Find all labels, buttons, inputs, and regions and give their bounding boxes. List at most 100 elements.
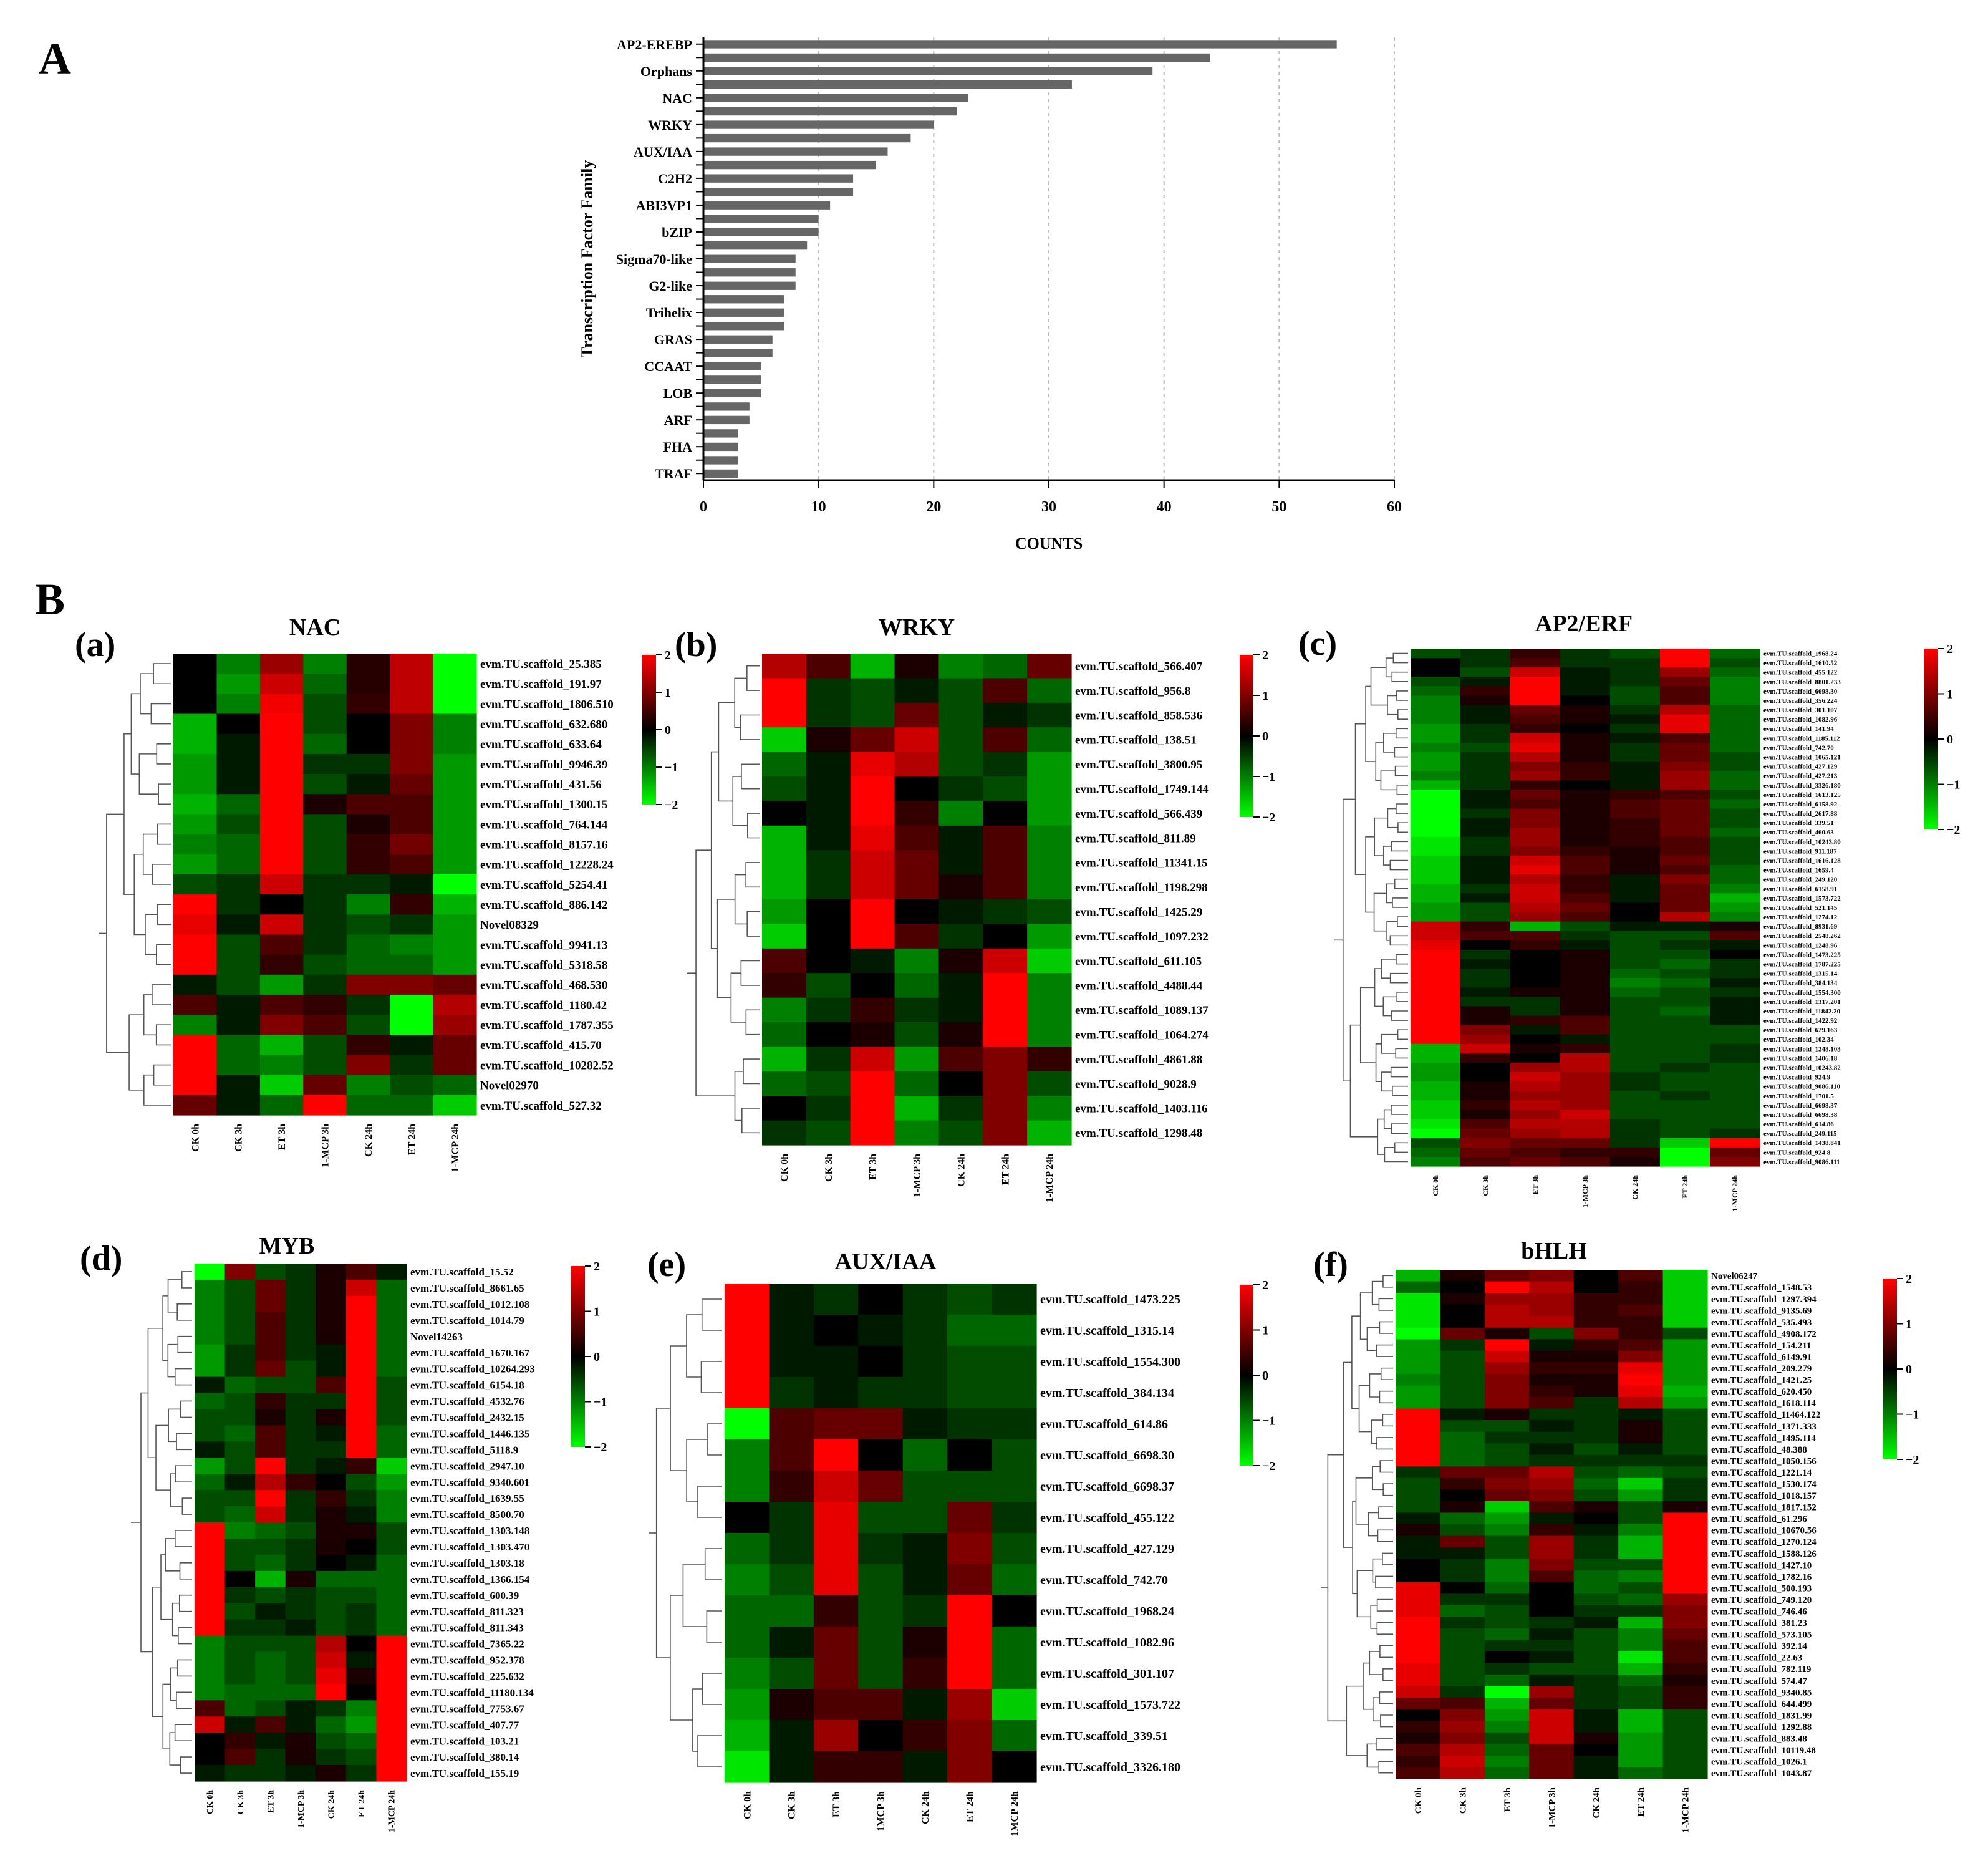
heatmap-cell [1510,818,1561,828]
heatmap-cell [1440,1293,1485,1305]
column-label: CK 3h [1458,1787,1468,1814]
dendrogram-branch [1366,1327,1380,1351]
heatmap-cell [285,1441,316,1458]
heatmap-cell [1573,1362,1619,1375]
bar [703,335,773,344]
heatmap-cell [1460,790,1511,800]
heatmap-cell [173,974,218,995]
dendrogram-branch [1370,1605,1377,1629]
heatmap-cell [195,1506,226,1523]
heatmap-cell [858,1315,904,1347]
heatmap-cell [1529,1628,1575,1641]
heatmap-cell [1660,677,1710,687]
heatmap-cell [1027,727,1072,753]
heatmap-cell [1411,780,1461,790]
dendrogram-branch [179,1562,192,1580]
heatmap-cell [1660,714,1710,725]
heatmap-cell [1510,987,1561,997]
heatmap-cell [762,752,807,777]
heatmap-cell [345,1554,377,1572]
heatmap-cell [346,914,390,936]
heatmap-cell [1460,1063,1511,1073]
heatmap-cell [1027,899,1072,924]
heatmap-cell [376,1716,407,1733]
dendrogram-branch [155,1024,171,1046]
dendrogram-branch [106,813,130,1053]
heatmap-cell [1460,818,1511,828]
dendrogram-branch [1375,1575,1393,1588]
dendrogram-branch [153,1064,171,1086]
heatmap-cell [1662,1732,1708,1744]
heatmap-cell [1027,948,1072,974]
heatmap-cell [902,1315,948,1347]
heatmap-cell [850,752,895,777]
heatmap-cell [938,899,983,924]
heatmap-cell [1662,1721,1708,1733]
heatmap-cell [1660,902,1710,913]
heatmap-cell [813,1439,859,1471]
heatmap-cell [1510,1147,1561,1158]
heatmap-cell [1411,733,1461,743]
heatmap-cell [173,814,218,835]
row-label: evm.TU.scaffold_48.388 [1711,1445,1807,1455]
heatmap-cell [858,1595,904,1627]
column-label: 1-MCP 24h [1730,1175,1739,1212]
heatmap-cell [1560,714,1611,725]
heatmap-cell [769,1502,814,1534]
heatmap-cell [433,1055,477,1076]
heatmap-cell [316,1376,347,1394]
row-label: evm.TU.scaffold_301.107 [1040,1667,1174,1681]
heatmap-cell [376,1490,407,1507]
heatmap-cell [1618,1663,1664,1675]
heatmap-cell [1560,1081,1611,1091]
heatmap-cell [1610,912,1661,922]
heatmap-cell [1460,667,1511,677]
heatmap-cell [345,1328,377,1345]
heatmap-cell [1411,667,1461,677]
heatmap-cell [1510,902,1561,913]
colorbar-tick-label: −2 [594,1441,607,1454]
heatmap-cell [1610,921,1661,932]
heatmap-cell [1460,780,1511,790]
heatmap-cell [850,1047,895,1072]
colorbar-tick-label: 2 [1947,642,1953,656]
row-label: evm.TU.scaffold_25.385 [480,658,602,671]
heatmap-cell [1396,1339,1441,1351]
heatmap-cell [1660,1043,1710,1054]
heatmap-cell [433,934,477,955]
heatmap-cell [195,1716,226,1733]
heatmap-cell [858,1658,904,1690]
column-label: 1MCP 3h [876,1791,887,1832]
dendrogram-branch [1377,1529,1393,1542]
heatmap-cell [1510,752,1561,762]
row-label: Novel06247 [1711,1272,1758,1282]
bar [703,295,784,304]
heatmap-cell [1529,1477,1575,1490]
row-label: evm.TU.scaffold_1317.201 [1763,998,1841,1006]
heatmap-cell [1484,1663,1530,1675]
heatmap-cell [1529,1501,1575,1514]
heatmap-cell [1560,1138,1611,1148]
heatmap-cell [376,1506,407,1523]
heatmap-cell [345,1651,377,1669]
heatmap-cell [1460,1119,1511,1129]
heatmap-cell [1460,902,1511,913]
heatmap-cell [1460,1081,1511,1091]
heatmap-cell [173,934,218,955]
bar [703,160,876,170]
heatmap-cell [769,1315,814,1347]
heatmap-cell [345,1474,377,1491]
heatmap-cell [1662,1663,1708,1675]
heatmap-cell [938,924,983,949]
heatmap-cell [216,753,261,775]
heatmap-cell [224,1328,256,1345]
heatmap-cell [1662,1339,1708,1351]
heatmap-cell [1618,1420,1664,1433]
heatmap-cell [1440,1350,1485,1363]
heatmap-cell [303,1095,347,1116]
dendrogram-branch [157,904,171,926]
heatmap-cell [1027,752,1072,777]
dendrogram-branch [1377,1118,1385,1155]
heatmap-cell [1662,1535,1708,1548]
heatmap-cell [1710,658,1760,668]
